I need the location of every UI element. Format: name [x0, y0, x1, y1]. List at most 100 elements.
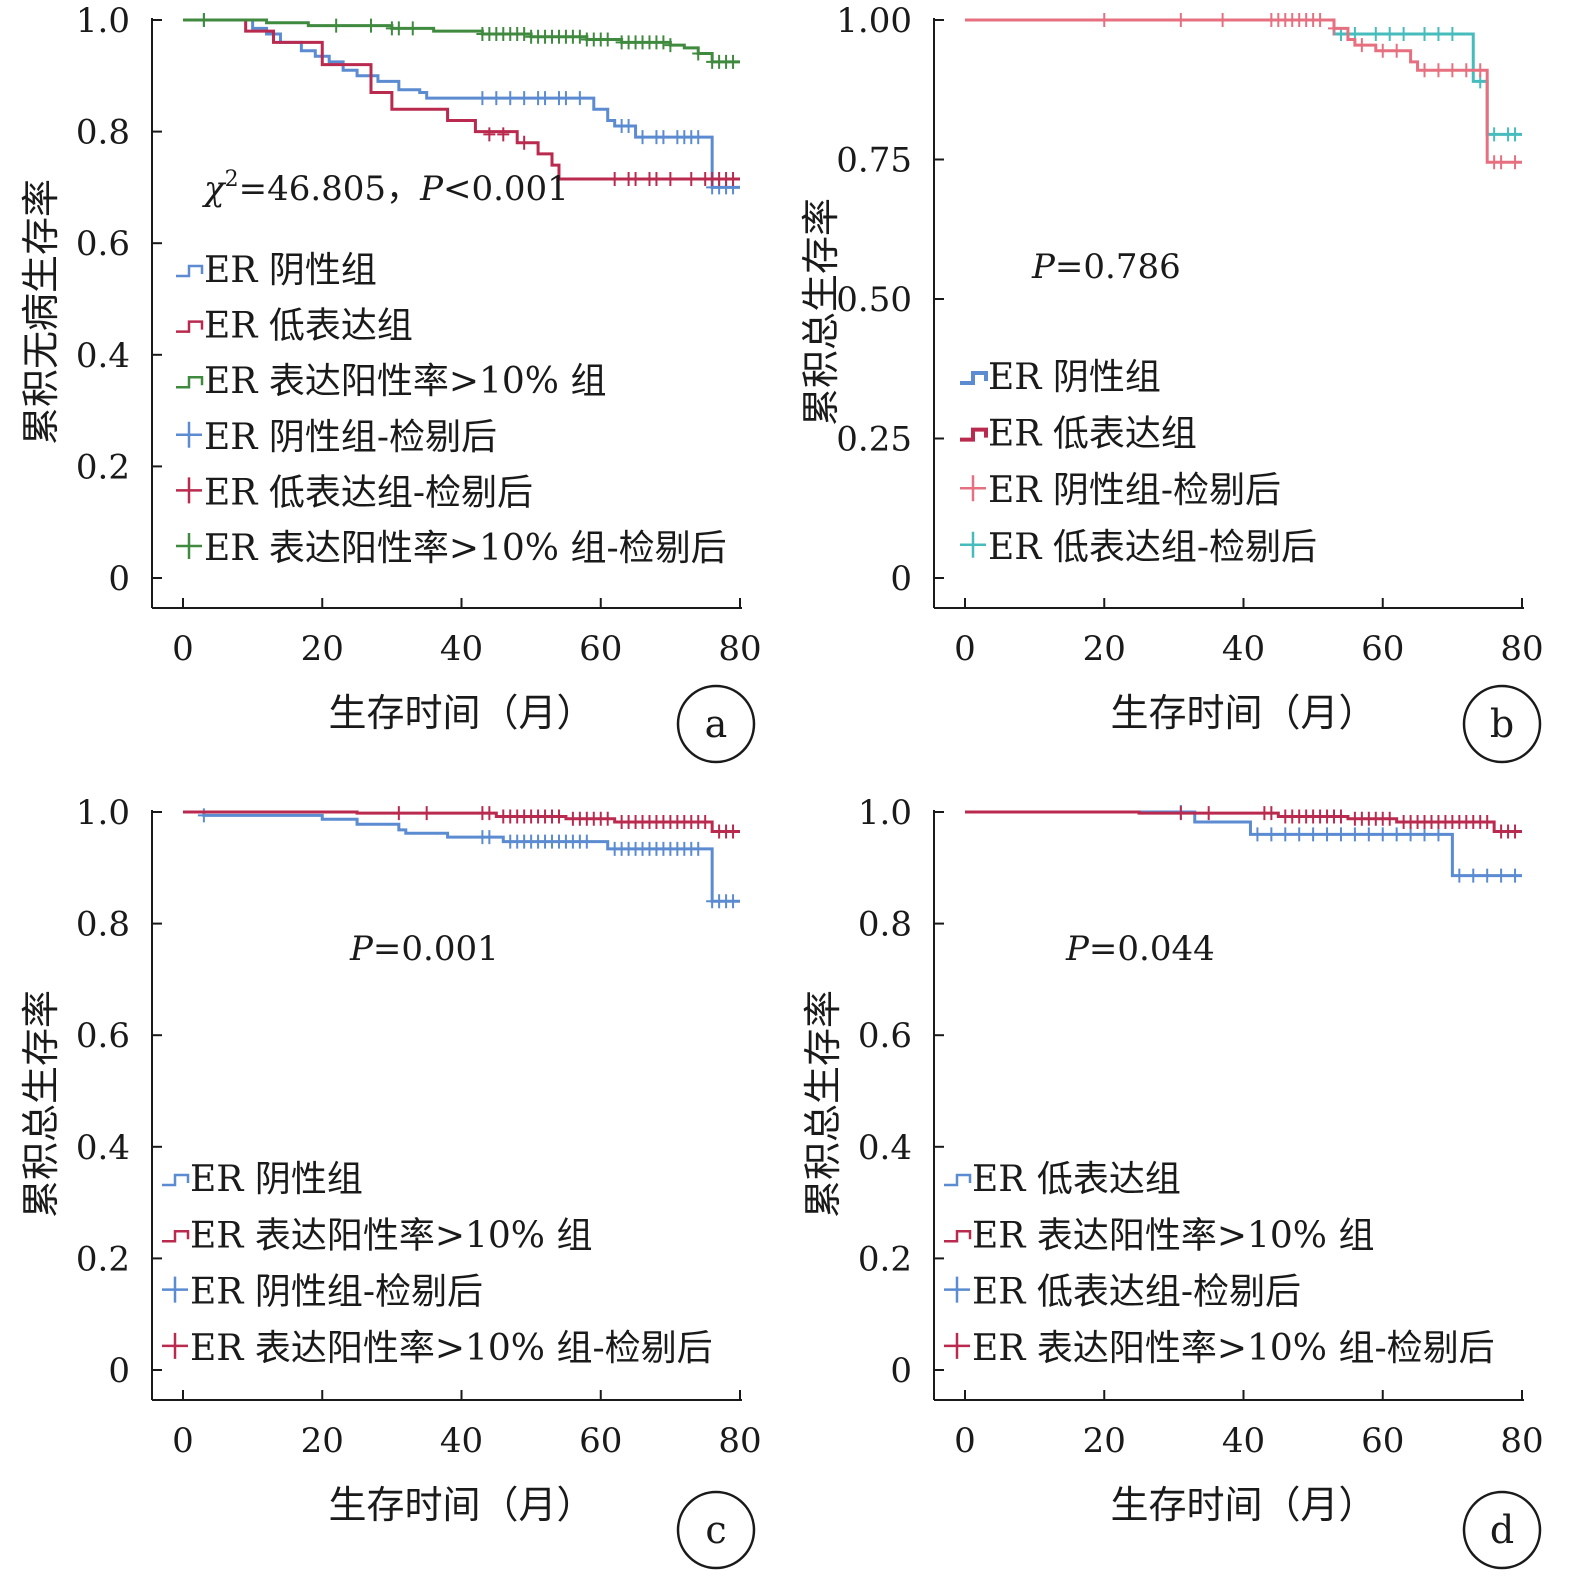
legend-step-icon	[944, 1230, 972, 1243]
censor-mark	[392, 21, 405, 36]
censor-mark	[1397, 26, 1410, 41]
legend-item: ER 阴性组-检剔后	[176, 417, 497, 458]
x-tick-label: 0	[172, 1421, 194, 1461]
legend-step-icon	[960, 371, 988, 385]
legend-label: ER 表达阳性率>10% 组-检剔后	[972, 1328, 1495, 1369]
legend-label: ER 表达阳性率>10% 组	[204, 361, 606, 402]
y-tick-label: 0.50	[836, 280, 912, 320]
x-tick-label: 40	[440, 1421, 483, 1461]
y-tick-label: 0	[890, 559, 912, 599]
legend-label: ER 阴性组-检剔后	[988, 470, 1281, 511]
censor-mark	[518, 26, 531, 41]
panel-b: 0 0.25 0.50 0.75 1.00 0 20 40 60 80 生存时间（月） 累积总生存率 P…	[799, 1, 1544, 764]
x-tick-label: 80	[1500, 1421, 1543, 1461]
panel-letter-circle	[676, 684, 756, 764]
stat-annotation: P=0.001	[349, 929, 499, 969]
legend-item: ER 低表达组	[944, 1159, 1181, 1200]
censor-mark	[1321, 827, 1334, 842]
legend-plus-icon	[944, 1332, 970, 1359]
legend-item: ER 阴性组-检剔后	[162, 1272, 483, 1313]
y-axis-title: 累积总生存率	[19, 990, 63, 1218]
censor-mark	[1495, 155, 1508, 170]
censor-mark	[1383, 26, 1396, 41]
y-axis-title: 累积总生存率	[801, 990, 845, 1218]
censor-mark	[657, 35, 670, 50]
censor-mark	[1376, 43, 1389, 58]
panel-letter-circle	[1462, 1490, 1542, 1570]
y-tick-label: 0.6	[76, 224, 130, 264]
censor-mark	[1202, 806, 1215, 821]
censor-mark	[1334, 809, 1347, 824]
censor-mark	[1265, 806, 1278, 821]
censor-mark	[608, 172, 621, 187]
panel-letter: a	[705, 702, 728, 746]
x-tick-label: 20	[1083, 1421, 1126, 1461]
censor-mark	[518, 135, 531, 150]
legend-label: ER 表达阳性率>10% 组	[190, 1215, 592, 1256]
censor-mark	[650, 172, 663, 187]
legend-label: ER 阴性组-检剔后	[204, 417, 497, 458]
x-tick-label: 80	[718, 629, 761, 669]
y-axis-title: 累积无病生存率	[19, 179, 63, 445]
legend-label: ER 低表达组-检剔后	[204, 472, 533, 513]
censor-mark	[1446, 26, 1459, 41]
censor-mark	[685, 172, 698, 187]
censor-mark	[699, 815, 712, 830]
censor-mark	[1467, 868, 1480, 883]
legend-item: ER 表达阳性率>10% 组-检剔后	[162, 1328, 713, 1369]
censor-mark	[1328, 21, 1341, 36]
censor-mark	[1216, 13, 1229, 27]
y-tick-label: 0.8	[858, 905, 912, 945]
y-tick-label: 0	[890, 1351, 912, 1391]
legend-label: ER 表达阳性率>10% 组-检剔后	[204, 528, 727, 569]
legend-label: ER 低表达组-检剔后	[988, 527, 1317, 568]
censor-mark	[727, 172, 740, 187]
x-tick-label: 40	[440, 629, 483, 669]
censor-mark	[1481, 815, 1494, 830]
legend-plus-icon	[960, 531, 986, 558]
legend-step-icon	[162, 1230, 190, 1243]
legend-label: ER 低表达组	[988, 414, 1197, 455]
censor-mark	[1362, 827, 1375, 842]
legend-label: ER 阴性组	[988, 357, 1161, 398]
censor-mark	[573, 91, 586, 106]
stat-annotation: P=0.044	[1065, 929, 1215, 969]
y-tick-label: 0.4	[858, 1128, 912, 1168]
censor-mark	[476, 91, 489, 106]
censor-mark	[1390, 827, 1403, 842]
y-tick-label: 0.4	[76, 336, 130, 376]
censor-mark	[1418, 63, 1431, 78]
censor-mark	[629, 172, 642, 187]
survival-curve-b-1	[965, 18, 1522, 164]
censor-mark	[197, 808, 210, 823]
censor-mark	[1453, 868, 1466, 883]
legend-item: ER 阴性组	[960, 357, 1161, 398]
y-tick-label: 1.00	[836, 1, 912, 41]
legend-step-icon	[176, 264, 204, 278]
censor-mark	[1495, 868, 1508, 883]
censor-mark	[601, 811, 614, 826]
panel-d: 0 0.2 0.4 0.6 0.8 1.0 0 20 40 60 80 生存时间（月） 累积总生存率 P=…	[801, 793, 1544, 1570]
legend-label: ER 阴性组-检剔后	[190, 1272, 483, 1313]
censor-mark	[1474, 63, 1487, 78]
censor-mark	[1174, 13, 1187, 27]
censor-mark	[1348, 827, 1361, 842]
legend-label: ER 低表达组-检剔后	[972, 1272, 1301, 1313]
censor-mark	[483, 806, 496, 821]
panel-letter: b	[1490, 702, 1514, 746]
censor-mark	[406, 21, 419, 36]
x-tick-label: 0	[172, 629, 194, 669]
censor-mark	[664, 172, 677, 187]
legend-plus-icon	[176, 477, 202, 504]
legend-step-icon	[176, 320, 204, 333]
censor-mark	[1383, 811, 1396, 826]
censor-mark	[1446, 63, 1459, 78]
legend-item: ER 低表达组	[960, 414, 1197, 455]
censor-mark	[1432, 63, 1445, 78]
y-tick-label: 1.0	[76, 1, 130, 41]
legend-item: ER 表达阳性率>10% 组	[944, 1215, 1374, 1256]
survival-curve-a-1	[183, 18, 740, 181]
legend-item: ER 阴性组	[162, 1159, 363, 1200]
censor-mark	[1390, 43, 1403, 58]
legend-label: ER 低表达组	[204, 306, 413, 347]
